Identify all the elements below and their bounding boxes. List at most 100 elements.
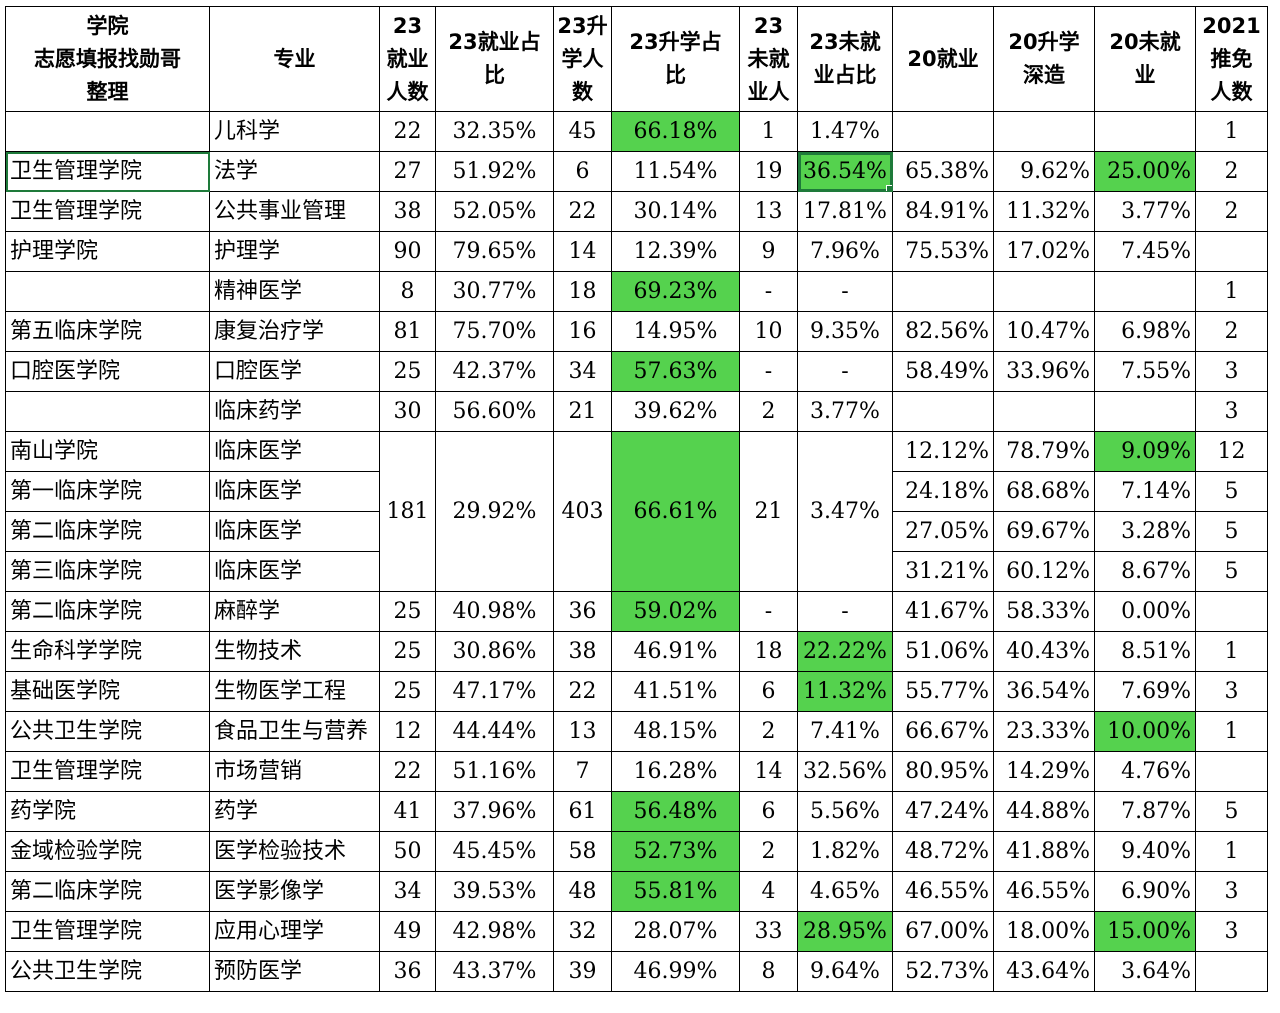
cell-u20[interactable]: 60.12% bbox=[993, 551, 1095, 592]
cell-major[interactable]: 市场营销 bbox=[209, 751, 380, 792]
header-un-count[interactable]: 23 未就 业人 bbox=[739, 6, 798, 112]
cell-e20[interactable]: 24.18% bbox=[892, 471, 994, 512]
fill-handle[interactable] bbox=[886, 185, 892, 191]
cell-un-count[interactable]: 6 bbox=[739, 671, 798, 712]
cell-u20[interactable] bbox=[993, 271, 1095, 312]
cell-major[interactable]: 应用心理学 bbox=[209, 911, 380, 952]
cell-e20[interactable]: 58.49% bbox=[892, 351, 994, 392]
cell-college[interactable]: 口腔医学院 bbox=[5, 351, 210, 392]
cell-un-pct[interactable]: 7.41% bbox=[797, 711, 893, 752]
cell-emp-pct[interactable]: 43.37% bbox=[435, 951, 554, 992]
cell-emp-count[interactable]: 25 bbox=[379, 671, 436, 712]
cell-e20[interactable]: 47.24% bbox=[892, 791, 994, 832]
cell-n20[interactable]: 3.28% bbox=[1094, 511, 1196, 552]
cell-major[interactable]: 医学检验技术 bbox=[209, 831, 380, 872]
cell-e20[interactable]: 31.21% bbox=[892, 551, 994, 592]
cell-emp-count[interactable]: 22 bbox=[379, 751, 436, 792]
cell-emp-pct[interactable]: 51.16% bbox=[435, 751, 554, 792]
cell-up-count[interactable]: 48 bbox=[553, 871, 612, 912]
header-up-count[interactable]: 23升 学人数 bbox=[553, 6, 612, 112]
cell-rec2021[interactable]: 12 bbox=[1195, 431, 1268, 472]
cell-rec2021[interactable] bbox=[1195, 231, 1268, 272]
cell-up-count[interactable]: 22 bbox=[553, 191, 612, 232]
cell-major[interactable]: 预防医学 bbox=[209, 951, 380, 992]
cell-un-count[interactable]: 14 bbox=[739, 751, 798, 792]
cell-college[interactable] bbox=[5, 271, 210, 312]
cell-college[interactable]: 第二临床学院 bbox=[5, 591, 210, 632]
cell-un-pct[interactable]: 1.82% bbox=[797, 831, 893, 872]
cell-up-pct[interactable]: 11.54% bbox=[611, 151, 740, 192]
cell-college[interactable]: 第二临床学院 bbox=[5, 871, 210, 912]
cell-major[interactable]: 康复治疗学 bbox=[209, 311, 380, 352]
cell-college[interactable]: 生命科学学院 bbox=[5, 631, 210, 672]
header-college[interactable]: 学院 志愿填报找勋哥 整理 bbox=[5, 6, 210, 112]
header-rec2021[interactable]: 2021 推免 人数 bbox=[1195, 6, 1268, 112]
cell-un-pct[interactable]: 22.22% bbox=[797, 631, 893, 672]
cell-up-pct[interactable]: 57.63% bbox=[611, 351, 740, 392]
cell-un-count[interactable]: 13 bbox=[739, 191, 798, 232]
cell-n20[interactable]: 7.14% bbox=[1094, 471, 1196, 512]
cell-un-count[interactable]: 2 bbox=[739, 831, 798, 872]
cell-emp-pct[interactable]: 40.98% bbox=[435, 591, 554, 632]
cell-major[interactable]: 临床医学 bbox=[209, 471, 380, 512]
cell-u20[interactable]: 40.43% bbox=[993, 631, 1095, 672]
cell-up-pct[interactable]: 30.14% bbox=[611, 191, 740, 232]
cell-n20[interactable]: 8.51% bbox=[1094, 631, 1196, 672]
cell-up-count[interactable]: 403 bbox=[553, 431, 612, 592]
cell-un-count[interactable]: - bbox=[739, 351, 798, 392]
cell-up-pct[interactable]: 46.91% bbox=[611, 631, 740, 672]
header-n20[interactable]: 20未就业 bbox=[1094, 6, 1196, 112]
cell-u20[interactable]: 14.29% bbox=[993, 751, 1095, 792]
cell-un-count[interactable]: 1 bbox=[739, 111, 798, 152]
cell-up-count[interactable]: 22 bbox=[553, 671, 612, 712]
cell-un-count[interactable]: 19 bbox=[739, 151, 798, 192]
cell-n20[interactable]: 7.69% bbox=[1094, 671, 1196, 712]
cell-up-pct[interactable]: 69.23% bbox=[611, 271, 740, 312]
cell-rec2021[interactable]: 5 bbox=[1195, 511, 1268, 552]
cell-un-pct[interactable]: 4.65% bbox=[797, 871, 893, 912]
cell-major[interactable]: 法学 bbox=[209, 151, 380, 192]
cell-up-pct[interactable]: 41.51% bbox=[611, 671, 740, 712]
cell-rec2021[interactable]: 1 bbox=[1195, 711, 1268, 752]
cell-up-pct[interactable]: 56.48% bbox=[611, 791, 740, 832]
cell-emp-count[interactable]: 8 bbox=[379, 271, 436, 312]
cell-e20[interactable]: 41.67% bbox=[892, 591, 994, 632]
cell-up-pct[interactable]: 59.02% bbox=[611, 591, 740, 632]
cell-college[interactable]: 第一临床学院 bbox=[5, 471, 210, 512]
cell-major[interactable]: 临床医学 bbox=[209, 431, 380, 472]
cell-n20[interactable] bbox=[1094, 391, 1196, 432]
cell-e20[interactable] bbox=[892, 391, 994, 432]
cell-n20[interactable]: 15.00% bbox=[1094, 911, 1196, 952]
cell-e20[interactable] bbox=[892, 111, 994, 152]
cell-n20[interactable]: 10.00% bbox=[1094, 711, 1196, 752]
cell-u20[interactable]: 10.47% bbox=[993, 311, 1095, 352]
cell-e20[interactable]: 82.56% bbox=[892, 311, 994, 352]
cell-major[interactable]: 药学 bbox=[209, 791, 380, 832]
cell-emp-pct[interactable]: 39.53% bbox=[435, 871, 554, 912]
cell-e20[interactable]: 80.95% bbox=[892, 751, 994, 792]
cell-up-count[interactable]: 36 bbox=[553, 591, 612, 632]
cell-emp-pct[interactable]: 44.44% bbox=[435, 711, 554, 752]
cell-major[interactable]: 精神医学 bbox=[209, 271, 380, 312]
cell-emp-pct[interactable]: 45.45% bbox=[435, 831, 554, 872]
cell-e20[interactable] bbox=[892, 271, 994, 312]
cell-un-pct[interactable]: 9.64% bbox=[797, 951, 893, 992]
cell-up-pct[interactable]: 66.61% bbox=[611, 431, 740, 592]
cell-up-count[interactable]: 61 bbox=[553, 791, 612, 832]
cell-n20[interactable]: 9.09% bbox=[1094, 431, 1196, 472]
cell-e20[interactable]: 55.77% bbox=[892, 671, 994, 712]
header-major[interactable]: 专业 bbox=[209, 6, 380, 112]
cell-e20[interactable]: 52.73% bbox=[892, 951, 994, 992]
cell-u20[interactable]: 23.33% bbox=[993, 711, 1095, 752]
cell-rec2021[interactable]: 2 bbox=[1195, 151, 1268, 192]
cell-emp-pct[interactable]: 30.86% bbox=[435, 631, 554, 672]
cell-college[interactable]: 卫生管理学院 bbox=[5, 151, 210, 192]
cell-e20[interactable]: 46.55% bbox=[892, 871, 994, 912]
cell-emp-count[interactable]: 25 bbox=[379, 351, 436, 392]
cell-un-count[interactable]: 18 bbox=[739, 631, 798, 672]
cell-un-pct[interactable]: 7.96% bbox=[797, 231, 893, 272]
cell-n20[interactable]: 0.00% bbox=[1094, 591, 1196, 632]
cell-rec2021[interactable]: 3 bbox=[1195, 391, 1268, 432]
cell-college[interactable]: 公共卫生学院 bbox=[5, 711, 210, 752]
cell-emp-count[interactable]: 25 bbox=[379, 591, 436, 632]
